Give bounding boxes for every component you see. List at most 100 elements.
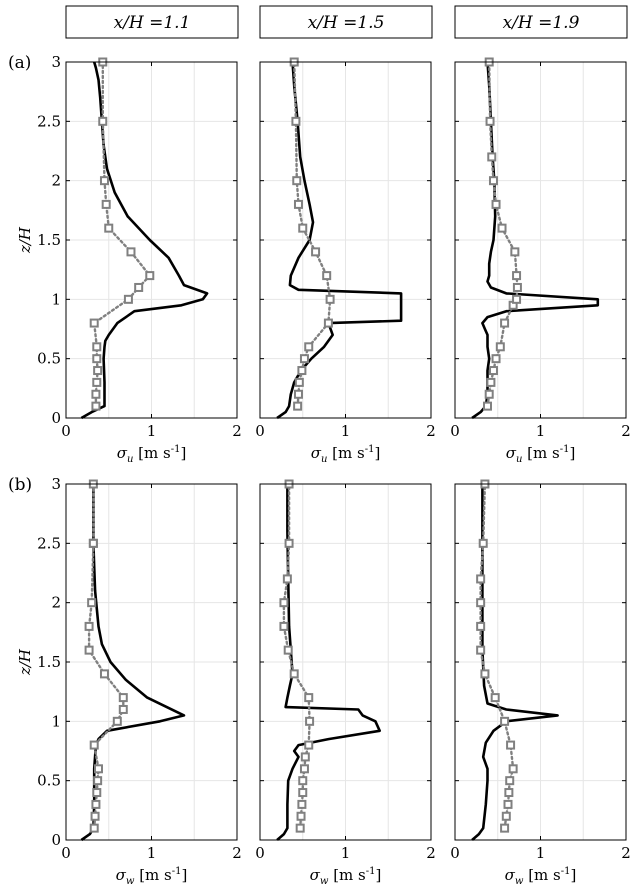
panel-a2-xtick-label: 0 <box>255 422 265 440</box>
panel-b3-exp-marker <box>476 621 486 631</box>
panel-b1-ytick-label: 1 <box>51 712 61 730</box>
panel-a3-exp-marker <box>512 282 522 292</box>
panel-b2: 0 1 2 σw [m s-1] <box>255 479 436 887</box>
panel-b3-exp-marker <box>478 538 488 548</box>
panel-b1: 0 1 2 0 0.5 1 1.5 2 2.5 3 σw [m s-1] z/H <box>16 475 242 887</box>
panel-b3-xtick-label: 1 <box>536 844 546 862</box>
panel-b3: 0 1 2 σw [m s-1] <box>450 479 631 887</box>
panel-b1-xtick-label: 1 <box>147 844 157 862</box>
panel-b1-exp-marker <box>118 693 128 703</box>
panel-b1-series-exp-line <box>87 482 125 830</box>
panel-a1-exp-marker <box>126 247 136 257</box>
panel-a1-ytick-label: 2 <box>51 172 61 190</box>
panel-b1-ytick-label: 0 <box>51 831 61 849</box>
panel-a1: 0 1 2 0 0.5 1 1.5 2 2.5 3 σu [m s-1] z/H <box>16 53 242 465</box>
panel-a1-exp-marker <box>134 282 144 292</box>
panel-a3-exp-marker <box>497 223 507 233</box>
panel-a1-exp-marker <box>101 199 111 209</box>
panel-b2-xlabel: σw [m s-1] <box>310 866 382 887</box>
panel-b1-ytick-label: 3 <box>51 475 61 493</box>
panel-b1-exp-marker <box>84 645 94 655</box>
panel-b1-exp-marker <box>91 799 101 809</box>
panel-b3-exp-marker <box>501 811 511 821</box>
panel-a1-exp-marker <box>92 342 102 352</box>
panel-b2-series-les-line <box>276 484 382 841</box>
panel-b3-exp-marker <box>476 574 486 584</box>
panel-b1-exp-marker <box>93 776 103 786</box>
panel-a1-ytick-label: 1 <box>51 290 61 308</box>
panel-b1-exp-marker <box>112 716 122 726</box>
panel-b1-exp-marker <box>87 598 97 608</box>
panel-a3-exp-marker <box>484 389 494 399</box>
panel-b2-exp-marker <box>305 716 315 726</box>
panel-a3-exp-marker <box>487 152 497 162</box>
panel-a1-ytick-label: 0.5 <box>37 350 61 368</box>
panel-a3-xtick-label: 2 <box>621 422 631 440</box>
panel-b2-exp-marker <box>282 574 292 584</box>
column-header-2: x/H =1.5 <box>259 5 433 39</box>
panel-b1-exp-marker <box>118 704 128 714</box>
panel-b3-exp-marker <box>500 716 510 726</box>
panel-a1-ytick-label: 0 <box>51 409 61 427</box>
panel-a3-exp-marker <box>500 318 510 328</box>
panel-a2-exp-marker <box>323 318 333 328</box>
panel-a3-xtick-label: 0 <box>450 422 460 440</box>
panel-a1-ylabel: z/H <box>16 226 34 254</box>
column-header-2-text: x/H =1.5 <box>308 13 385 33</box>
panel-a3-exp-marker <box>488 176 498 186</box>
panel-a1-exp-marker <box>89 318 99 328</box>
panel-a2-xtick-label: 1 <box>341 422 351 440</box>
panel-b3-exp-marker <box>505 776 515 786</box>
panel-b2-exp-marker <box>304 693 314 703</box>
panel-a1-ytick-label: 2.5 <box>37 112 61 130</box>
panel-a3-exp-marker <box>491 354 501 364</box>
panel-a1-xtick-label: 1 <box>147 422 157 440</box>
panel-b1-ytick-label: 1.5 <box>37 653 61 671</box>
panel-b2-exp-marker <box>279 598 289 608</box>
panel-b2-exp-marker <box>304 740 314 750</box>
panel-b3-xtick-label: 0 <box>450 844 460 862</box>
panel-a3: 0 1 2 σu [m s-1] <box>450 57 631 465</box>
panel-a1-xtick-label: 2 <box>232 422 242 440</box>
panel-b1-exp-marker <box>90 811 100 821</box>
panel-a2-exp-marker <box>325 294 335 304</box>
panel-a2-exp-marker <box>322 271 332 281</box>
panel-b3-exp-marker <box>503 799 513 809</box>
panel-a1-exp-marker <box>92 377 102 387</box>
panel-a1-ytick-label: 1.5 <box>37 231 61 249</box>
panel-b3-exp-marker <box>476 645 486 655</box>
panel-b3-exp-marker <box>490 693 500 703</box>
panel-b3-exp-marker <box>506 740 516 750</box>
panel-b2-exp-marker <box>296 811 306 821</box>
panel-b3-exp-marker <box>504 788 514 798</box>
panel-a2-series-les-line <box>276 61 403 420</box>
panel-a1-series-exp-line <box>92 60 152 408</box>
panel-b1-exp-marker <box>93 764 103 774</box>
panel-a1-exp-marker <box>93 366 103 376</box>
panel-b1-exp-marker <box>92 788 102 798</box>
column-header-3: x/H =1.9 <box>454 5 628 39</box>
panel-b1-xlabel: σw [m s-1] <box>116 866 188 887</box>
panel-b2-exp-marker <box>300 752 310 762</box>
panel-a3-exp-marker <box>510 247 520 257</box>
panel-b2-exp-marker <box>284 538 294 548</box>
panel-a1-ytick-label: 3 <box>51 53 61 71</box>
panel-b2-exp-marker <box>283 645 293 655</box>
row-label-b: (b) <box>8 475 32 495</box>
panel-b3-exp-marker <box>508 764 518 774</box>
panel-b3-exp-marker <box>480 669 490 679</box>
panel-b2-xtick-label: 2 <box>426 844 436 862</box>
panel-b2-exp-marker <box>298 788 308 798</box>
panel-a2-exp-marker <box>292 176 302 186</box>
panel-b2-exp-marker <box>295 823 305 833</box>
panel-b3-exp-marker <box>500 823 510 833</box>
panel-a2-exp-marker <box>294 377 304 387</box>
panel-b2-xtick-label: 1 <box>341 844 351 862</box>
panel-b2-xtick-label: 0 <box>255 844 265 862</box>
panel-b1-xtick-label: 2 <box>232 844 242 862</box>
panel-a1-exp-marker <box>123 294 133 304</box>
panel-a2-exp-marker <box>297 366 307 376</box>
panel-b1-exp-marker <box>89 740 99 750</box>
panel-b1-exp-marker <box>89 823 99 833</box>
